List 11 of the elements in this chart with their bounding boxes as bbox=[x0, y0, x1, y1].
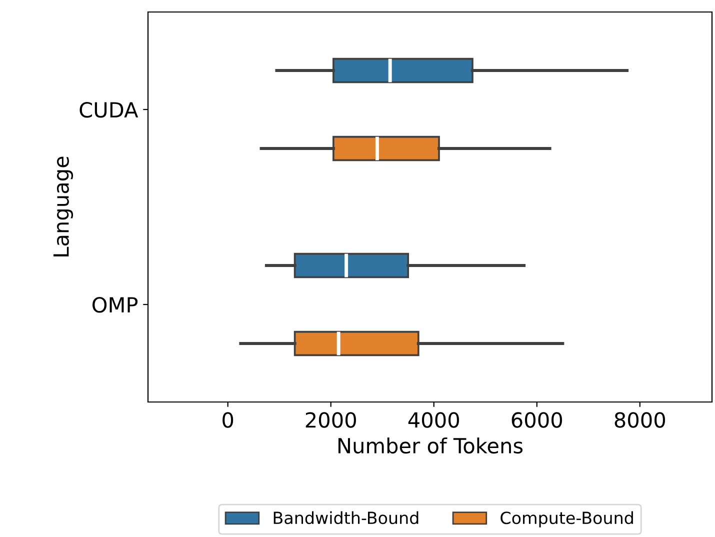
y-tick-label: OMP bbox=[92, 296, 138, 313]
x-tick-label: 8000 bbox=[614, 412, 666, 428]
legend-label: Bandwidth-Bound bbox=[274, 511, 418, 524]
x-tick-label: 0 bbox=[222, 412, 234, 428]
x-axis-title: Number of Tokens bbox=[338, 437, 523, 454]
x-tick-label: 4000 bbox=[408, 412, 459, 428]
x-tick-label: 2000 bbox=[306, 412, 356, 428]
y-axis-title: Language bbox=[53, 156, 73, 256]
legend-label: Compute-Bound bbox=[500, 511, 633, 528]
x-tick-label: 6000 bbox=[512, 412, 562, 428]
y-tick-label: CUDA bbox=[80, 102, 138, 118]
